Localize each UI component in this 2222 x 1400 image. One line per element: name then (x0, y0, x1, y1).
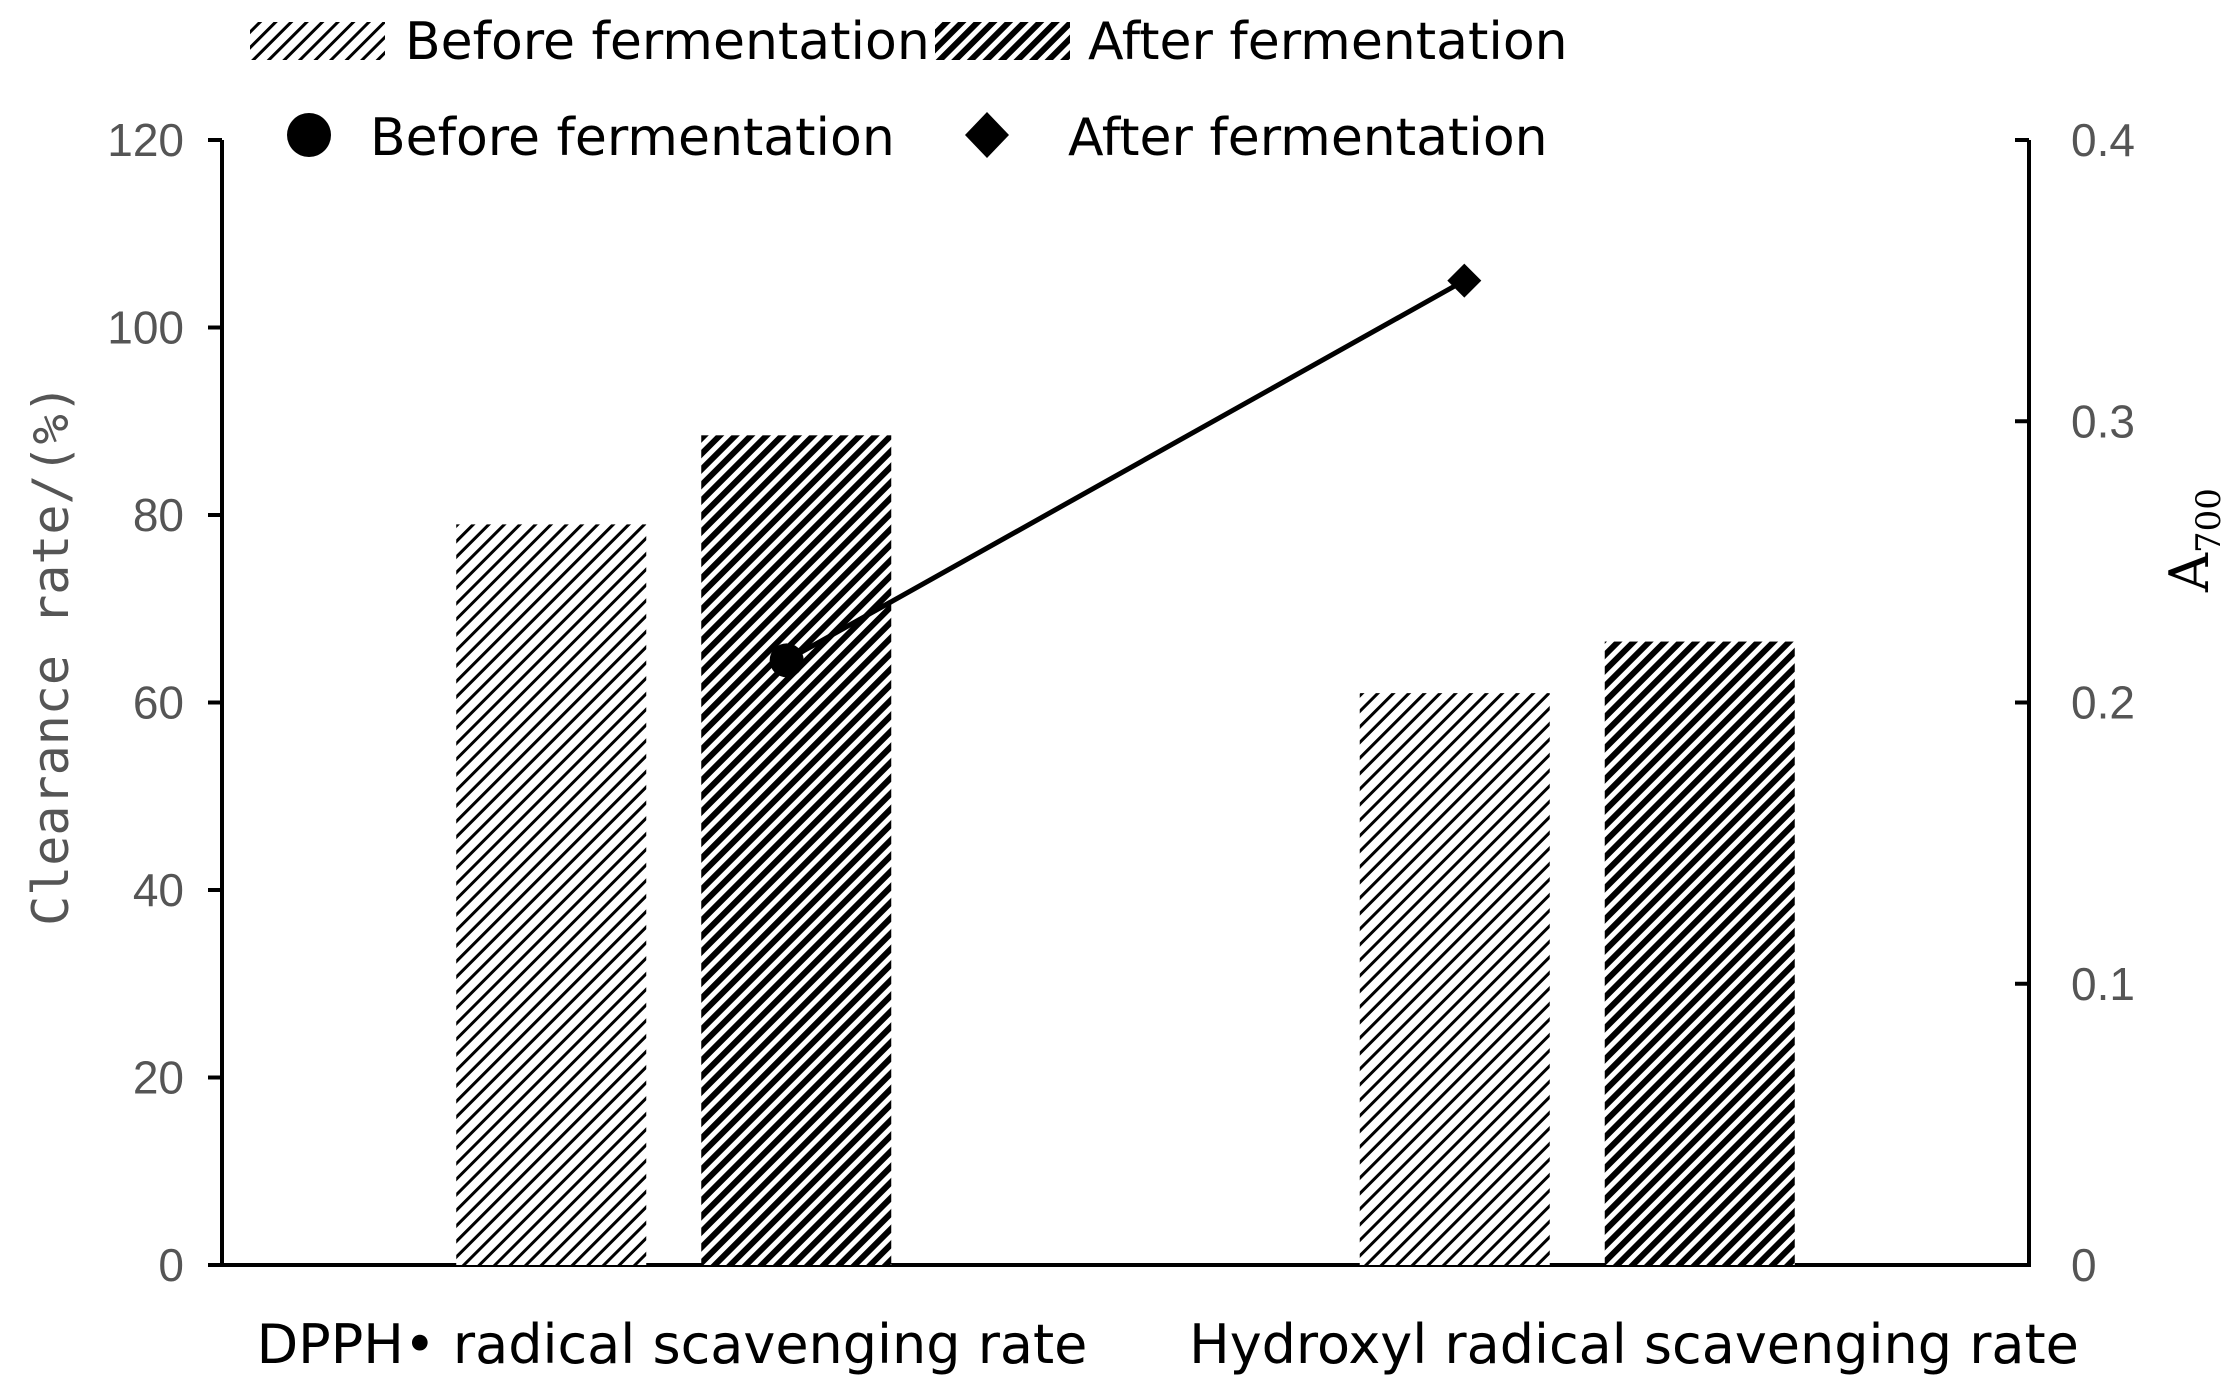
category-label-hydroxyl: Hydroxyl radical scavenging rate (1189, 1313, 2079, 1376)
left-tick-label: 60 (133, 677, 184, 729)
right-y-ticks: 0 0.1 0.2 0.3 0.4 (2015, 114, 2135, 1291)
legend-bar-label-after: After fermentation (1088, 12, 1568, 72)
y-axis-label-left: Clearance rate/(%) (22, 384, 80, 926)
bar-before-2 (1359, 693, 1550, 1265)
left-tick-label: 0 (158, 1239, 184, 1291)
a700-line-series (769, 263, 1482, 678)
right-tick-label: 0.1 (2071, 958, 2135, 1010)
y-axis-label-right: A700 (2158, 488, 2222, 593)
left-tick-label: 80 (133, 489, 184, 541)
bars (456, 435, 1795, 1265)
a700-line (785, 278, 1466, 663)
legend-diamond-marker-icon (965, 112, 1009, 158)
right-tick-label: 0.2 (2071, 677, 2135, 729)
right-tick-label: 0 (2071, 1239, 2097, 1291)
bar-after-2 (1604, 641, 1795, 1265)
legend: Before fermentation After fermentation B… (250, 12, 1568, 168)
right-tick-label: 0.3 (2071, 395, 2135, 447)
left-tick-label: 100 (107, 302, 184, 354)
right-tick-label: 0.4 (2071, 114, 2135, 166)
bar-before-1 (456, 524, 647, 1265)
legend-marker-label-before: Before fermentation (370, 108, 895, 168)
legend-bar-swatch-after (935, 22, 1070, 60)
y-axis-label-right-main: A (2158, 552, 2221, 593)
a700-point-after (1447, 263, 1482, 298)
legend-marker-label-after: After fermentation (1068, 108, 1548, 168)
bar-after-1 (701, 435, 892, 1265)
category-label-dpph: DPPH• radical scavenging rate (257, 1313, 1088, 1376)
legend-bar-label-before: Before fermentation (405, 12, 930, 72)
legend-circle-marker-icon (287, 113, 331, 157)
left-y-ticks: 0 20 40 60 80 100 120 (107, 114, 222, 1291)
left-tick-label: 20 (133, 1052, 184, 1104)
left-tick-label: 40 (133, 864, 184, 916)
a700-point-before (769, 643, 804, 678)
y-axis-label-right-sub: 700 (2189, 488, 2222, 553)
left-tick-label: 120 (107, 114, 184, 166)
legend-bar-swatch-before (250, 22, 385, 60)
